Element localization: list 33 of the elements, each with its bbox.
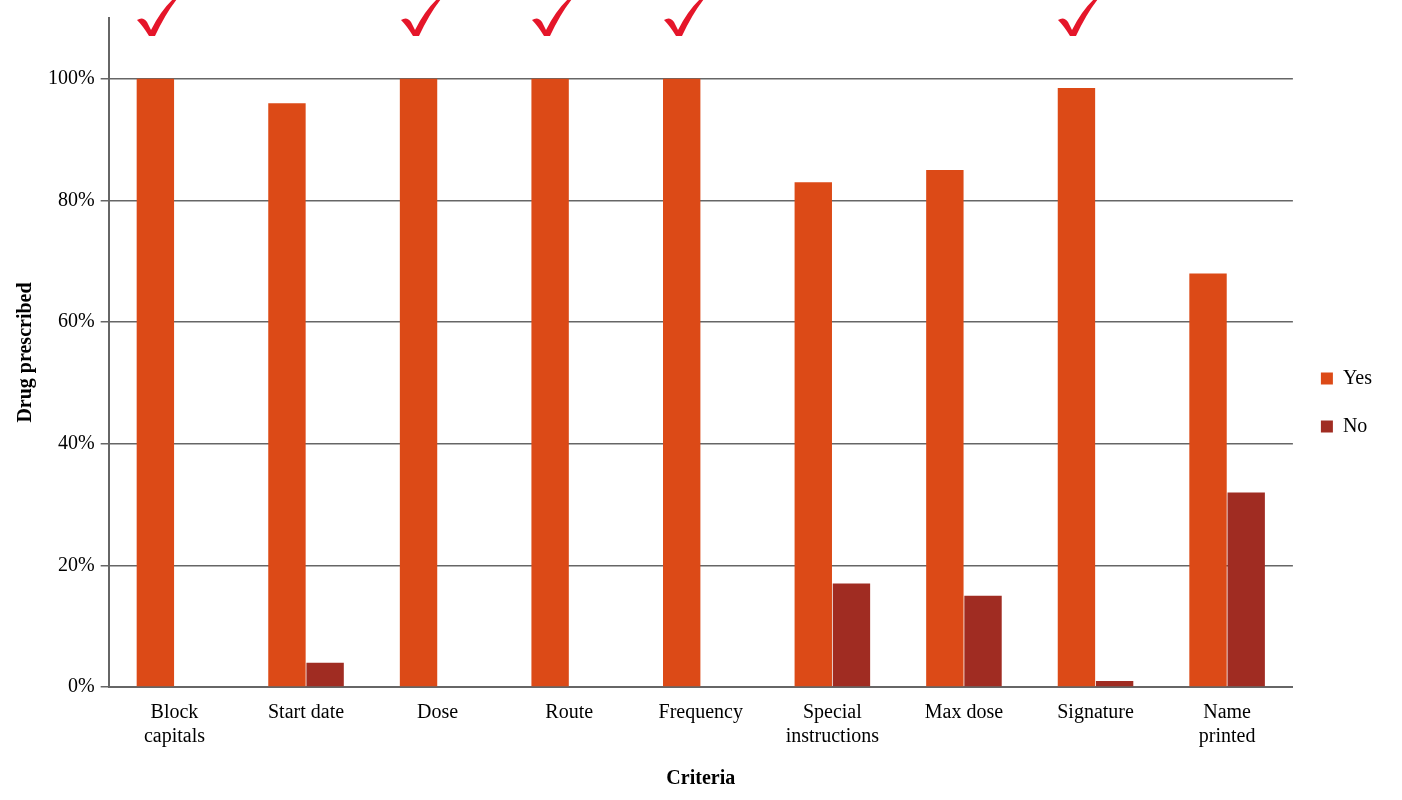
x-tick-label: Block capitals (143, 700, 206, 748)
y-tick-label: 80% (57, 187, 95, 210)
legend-label: Yes (1342, 365, 1373, 388)
x-axis-title: Criteria (666, 766, 736, 789)
bar (136, 78, 175, 687)
y-tick-label: 60% (57, 309, 95, 332)
y-tick-label: 0% (67, 674, 95, 697)
bar (1189, 273, 1227, 687)
x-tick-label: Dose (417, 700, 459, 723)
y-tick-label: 20% (57, 552, 95, 575)
bar (794, 182, 832, 687)
y-axis-title: Drug prescribed (13, 282, 37, 423)
bar (926, 170, 964, 687)
bar (832, 583, 871, 687)
bar (663, 78, 701, 687)
y-tick-label: 100% (47, 66, 95, 89)
bar (306, 662, 344, 687)
bar (531, 78, 569, 687)
y-tick-label: 40% (57, 430, 95, 453)
bar (268, 103, 306, 687)
x-tick-label: Start date (267, 700, 345, 723)
bar (1057, 87, 1096, 687)
x-tick-label: Frequency (658, 700, 743, 724)
legend-label: No (1342, 413, 1368, 436)
x-tick-label: Route (545, 700, 594, 723)
bar (399, 78, 438, 687)
bar (1227, 492, 1265, 687)
bar (964, 595, 1002, 687)
x-tick-label: Name printed (1198, 700, 1256, 748)
bar (1095, 680, 1134, 687)
x-tick-label: Max dose (924, 700, 1004, 723)
x-tick-label: Special instructions (785, 700, 880, 747)
x-tick-label: Signature (1057, 700, 1134, 724)
